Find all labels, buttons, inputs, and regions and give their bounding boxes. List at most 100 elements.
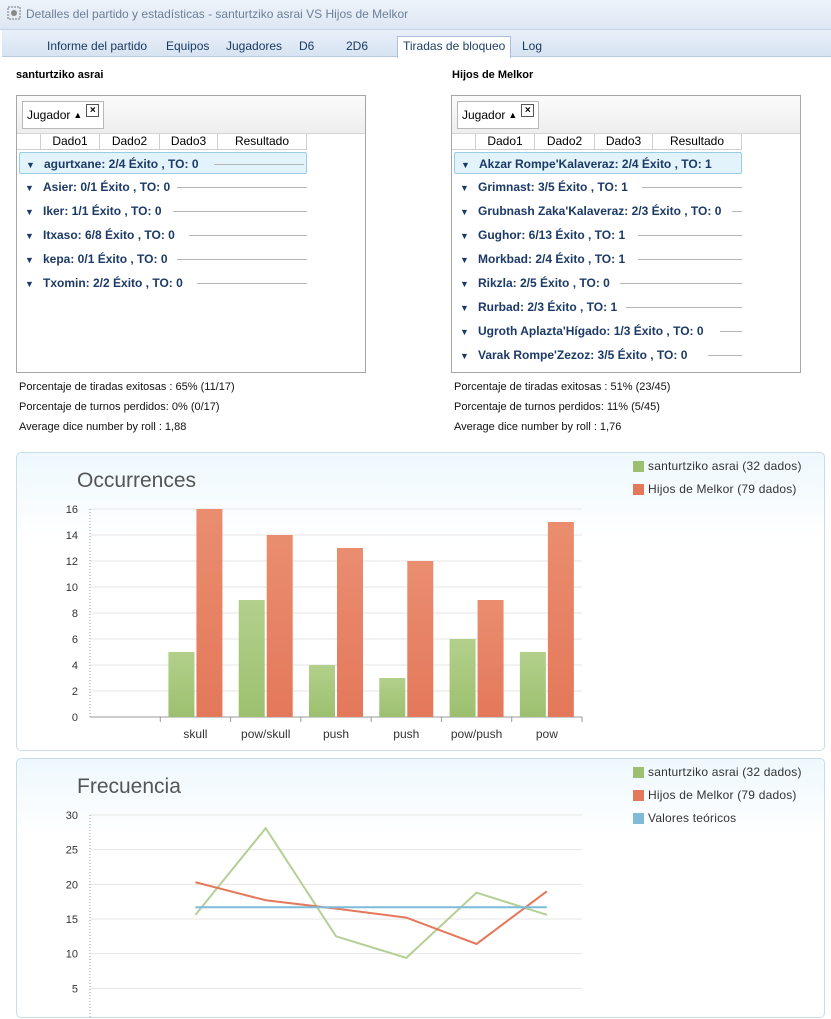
- expand-chevron-icon[interactable]: ▼: [461, 160, 470, 170]
- y-tick-label: 20: [66, 879, 78, 891]
- col-header-dado3[interactable]: Dado3: [160, 134, 218, 150]
- col-header-dado2[interactable]: Dado2: [535, 134, 595, 150]
- player-row[interactable]: ▼ Itxaso: 6/8 Éxito , TO: 0: [19, 224, 307, 246]
- sort-up-icon: ▲: [73, 110, 83, 120]
- expand-chevron-icon[interactable]: ▼: [25, 231, 34, 241]
- row-divider: [173, 211, 307, 212]
- window-titlebar: Detalles del partido y estadísticas - sa…: [0, 0, 831, 30]
- player-row-label: Morkbad: 2/4 Éxito , TO: 1: [478, 252, 626, 266]
- expand-chevron-icon[interactable]: ▼: [26, 160, 35, 170]
- close-icon[interactable]: ×: [86, 103, 100, 117]
- row-divider: [189, 235, 307, 236]
- player-row[interactable]: ▼ agurtxane: 2/4 Éxito , TO: 0: [19, 152, 307, 174]
- tab-d6[interactable]: D6: [299, 39, 315, 53]
- success-percentage: Porcentaje de tiradas exitosas : 51% (23…: [454, 381, 671, 393]
- row-divider: [177, 187, 307, 188]
- bar-home: [238, 600, 265, 717]
- player-row-label: Grimnast: 3/5 Éxito , TO: 1: [478, 180, 628, 194]
- tab-log[interactable]: Log: [522, 39, 543, 53]
- expand-chevron-icon[interactable]: ▼: [460, 351, 469, 361]
- player-row[interactable]: ▼ Asier: 0/1 Éxito , TO: 0: [19, 176, 307, 198]
- player-row[interactable]: ▼ Varak Rompe'Zezoz: 3/5 Éxito , TO: 0: [454, 344, 742, 366]
- player-row[interactable]: ▼ Morkbad: 2/4 Éxito , TO: 1: [454, 248, 742, 270]
- y-tick-label: 15: [66, 914, 78, 926]
- x-tick-label: push: [393, 727, 419, 741]
- group-by-header: Jugador ▲ ×: [17, 96, 365, 134]
- group-chip-label: Jugador: [462, 108, 506, 122]
- player-grid-home: Jugador ▲ × Dado1 Dado2 Dado3 Resultado …: [16, 95, 366, 373]
- col-header-expander: [452, 134, 476, 150]
- x-tick-label: pow/push: [451, 727, 502, 741]
- y-tick-label: 10: [66, 582, 78, 594]
- tab-jugadores[interactable]: Jugadores: [226, 39, 283, 53]
- expand-chevron-icon[interactable]: ▼: [460, 183, 469, 193]
- player-row-label: Grubnash Zaka'Kalaveraz: 2/3 Éxito , TO:…: [478, 204, 722, 218]
- col-header-expander: [17, 134, 41, 150]
- player-row[interactable]: ▼ Ugroth Aplazta'Hígado: 1/3 Éxito , TO: …: [454, 320, 742, 342]
- y-tick-label: 16: [66, 504, 78, 516]
- legend-swatch-away: [633, 790, 644, 801]
- tab-equipos[interactable]: Equipos: [166, 39, 210, 53]
- x-tick-label: push: [323, 727, 349, 741]
- expand-chevron-icon[interactable]: ▼: [460, 231, 469, 241]
- row-divider: [620, 283, 742, 284]
- y-tick-label: 0: [72, 712, 78, 724]
- success-percentage: Porcentaje de tiradas exitosas : 65% (11…: [19, 381, 235, 393]
- player-row[interactable]: ▼ Akzar Rompe'Kalaveraz: 2/4 Éxito , TO: …: [454, 152, 742, 174]
- bar-home: [449, 639, 476, 717]
- tab-tiradas-de-bloqueo[interactable]: Tiradas de bloqueo: [397, 36, 512, 58]
- y-tick-label: 14: [66, 530, 78, 542]
- player-row[interactable]: ▼ Grubnash Zaka'Kalaveraz: 2/3 Éxito , TO…: [454, 200, 742, 222]
- expand-chevron-icon[interactable]: ▼: [460, 279, 469, 289]
- expand-chevron-icon[interactable]: ▼: [25, 207, 34, 217]
- legend-item-away: Hijos de Melkor (79 dados): [648, 788, 797, 802]
- col-header-resultado[interactable]: Resultado: [218, 134, 307, 150]
- average-dice: Average dice number by roll : 1,88: [19, 421, 187, 433]
- col-header-dado1[interactable]: Dado1: [476, 134, 535, 150]
- legend-item-home: santurtziko asrai (32 dados): [648, 459, 802, 473]
- close-icon[interactable]: ×: [521, 103, 535, 117]
- expand-chevron-icon[interactable]: ▼: [25, 183, 34, 193]
- player-row[interactable]: ▼ Gughor: 6/13 Éxito , TO: 1: [454, 224, 742, 246]
- expand-chevron-icon[interactable]: ▼: [460, 303, 469, 313]
- player-row[interactable]: ▼ Rikzla: 2/5 Éxito , TO: 0: [454, 272, 742, 294]
- x-tick-label: skull: [183, 727, 207, 741]
- bar-home: [309, 665, 335, 717]
- expand-chevron-icon[interactable]: ▼: [25, 255, 34, 265]
- bar-away: [407, 561, 434, 717]
- group-chip-jugador[interactable]: Jugador ▲ ×: [457, 101, 540, 129]
- team-name-home: santurtziko asrai: [16, 69, 104, 81]
- y-tick-label: 6: [72, 634, 78, 646]
- player-row-label: Varak Rompe'Zezoz: 3/5 Éxito , TO: 0: [478, 348, 688, 362]
- player-row[interactable]: ▼ Txomin: 2/2 Éxito , TO: 0: [19, 272, 307, 294]
- lost-turns-percentage: Porcentaje de turnos perdidos: 0% (0/17): [19, 401, 220, 413]
- expand-chevron-icon[interactable]: ▼: [460, 327, 469, 337]
- chart-title: Occurrences: [77, 469, 197, 492]
- player-grid-away: Jugador ▲ × Dado1 Dado2 Dado3 Resultado …: [451, 95, 801, 373]
- legend-item-theoretical: Valores teóricos: [648, 811, 737, 825]
- expand-chevron-icon[interactable]: ▼: [460, 207, 469, 217]
- frequency-chart-panel: Frecuencia santurtziko asrai (32 dados) …: [16, 758, 825, 1019]
- col-header-resultado[interactable]: Resultado: [653, 134, 742, 150]
- expand-chevron-icon[interactable]: ▼: [460, 255, 469, 265]
- player-row[interactable]: ▼ Grimnast: 3/5 Éxito , TO: 1: [454, 176, 742, 198]
- bar-home: [168, 652, 195, 717]
- col-header-dado3[interactable]: Dado3: [595, 134, 653, 150]
- tab-informe-del-partido[interactable]: Informe del partido: [47, 39, 148, 53]
- col-header-dado1[interactable]: Dado1: [41, 134, 100, 150]
- bar-home: [519, 652, 546, 717]
- col-header-dado2[interactable]: Dado2: [100, 134, 160, 150]
- app-icon: [7, 6, 21, 20]
- tab-bar: Informe del partido Equipos Jugadores D6…: [2, 30, 831, 58]
- legend-item-away: Hijos de Melkor (79 dados): [648, 482, 797, 496]
- bar-away: [547, 522, 574, 717]
- player-row[interactable]: ▼ kepa: 0/1 Éxito , TO: 0: [19, 248, 307, 270]
- player-row[interactable]: ▼ Rurbad: 2/3 Éxito , TO: 1: [454, 296, 742, 318]
- group-chip-jugador[interactable]: Jugador ▲ ×: [22, 101, 105, 129]
- player-row[interactable]: ▼ Iker: 1/1 Éxito , TO: 0: [19, 200, 307, 222]
- group-by-header: Jugador ▲ ×: [452, 96, 800, 134]
- tab-2d6[interactable]: 2D6: [346, 39, 369, 53]
- row-divider: [732, 211, 742, 212]
- group-chip-label: Jugador: [27, 108, 71, 122]
- expand-chevron-icon[interactable]: ▼: [25, 279, 34, 289]
